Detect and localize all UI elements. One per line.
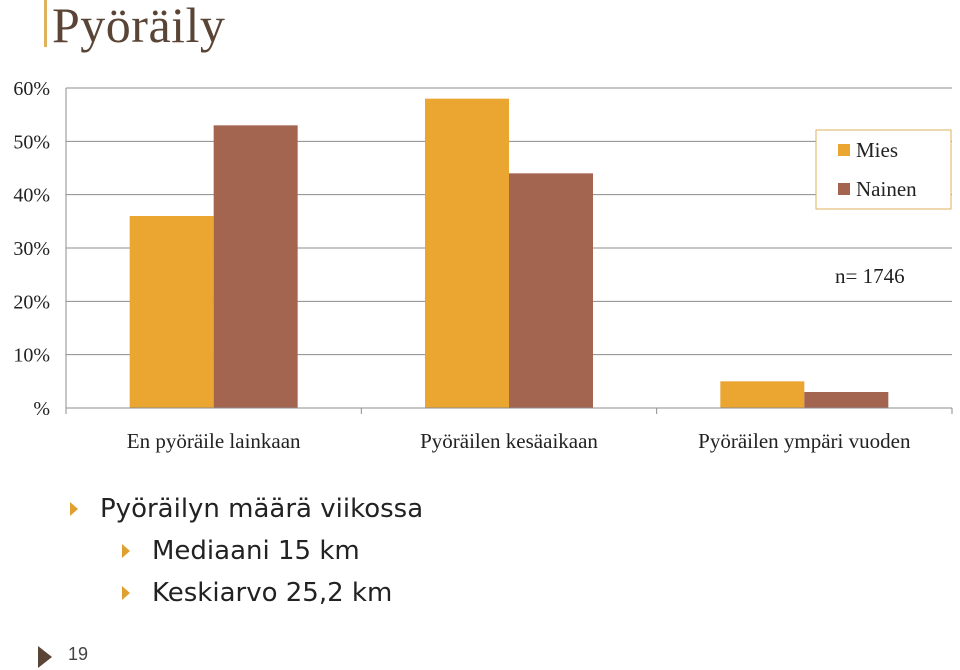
- bullet-sub-mean: Keskiarvo 25,2 km: [122, 572, 423, 614]
- category-label: Pyöräilen kesäaikaan: [420, 429, 598, 453]
- title-accent-bar: [44, 0, 47, 47]
- legend-swatch: [838, 183, 850, 195]
- bullet-list: Pyöräilyn määrä viikossa Mediaani 15 km …: [70, 488, 423, 614]
- legend-label: Nainen: [856, 177, 917, 201]
- bullet-arrow-icon: [122, 544, 130, 558]
- bullet-sub-text: Mediaani 15 km: [152, 536, 360, 566]
- chart-legend: Mies Nainen: [815, 129, 952, 210]
- y-tick-label: 10%: [13, 345, 50, 367]
- category-label: Pyöräilen ympäri vuoden: [698, 429, 911, 453]
- y-axis-ticks: % 10% 20% 30% 40% 50% 60%: [13, 78, 50, 420]
- bar-nainen-2: [804, 392, 889, 408]
- page-title: Pyöräily: [52, 0, 226, 53]
- x-axis-categories: En pyöräile lainkaan Pyöräilen kesäaikaan…: [127, 429, 911, 453]
- slide-number: 19: [68, 644, 89, 664]
- chart-bars: [129, 98, 889, 409]
- y-tick-label: 40%: [13, 185, 50, 207]
- y-tick-label: 30%: [13, 238, 50, 260]
- legend-swatch: [838, 144, 850, 156]
- bar-mies-1: [425, 98, 509, 409]
- legend-label: Mies: [856, 138, 898, 162]
- corner-arrow-icon: [38, 646, 52, 668]
- x-axis: [65, 88, 953, 414]
- y-tick-label: %: [33, 398, 50, 420]
- y-tick-label: 50%: [13, 131, 50, 153]
- bar-mies-0: [129, 216, 214, 408]
- bar-nainen-0: [213, 125, 298, 409]
- y-tick-label: 60%: [13, 78, 50, 100]
- bullet-main-text: Pyöräilyn määrä viikossa: [100, 494, 424, 524]
- bullet-arrow-icon: [70, 502, 78, 516]
- sample-size-annotation: n= 1746: [835, 264, 905, 288]
- bar-chart: % 10% 20% 30% 40% 50% 60% En pyöräile lainkaan…: [13, 78, 953, 453]
- bar-nainen-1: [509, 173, 593, 408]
- bullet-arrow-icon: [122, 586, 130, 600]
- category-label: En pyöräile lainkaan: [127, 429, 301, 453]
- bar-mies-2: [720, 381, 805, 408]
- bullet-sub-text: Keskiarvo 25,2 km: [152, 578, 393, 608]
- legend-box: [815, 129, 952, 210]
- bullet-main: Pyöräilyn määrä viikossa: [70, 488, 423, 530]
- y-tick-label: 20%: [13, 291, 50, 313]
- bullet-sub-median: Mediaani 15 km: [122, 530, 423, 572]
